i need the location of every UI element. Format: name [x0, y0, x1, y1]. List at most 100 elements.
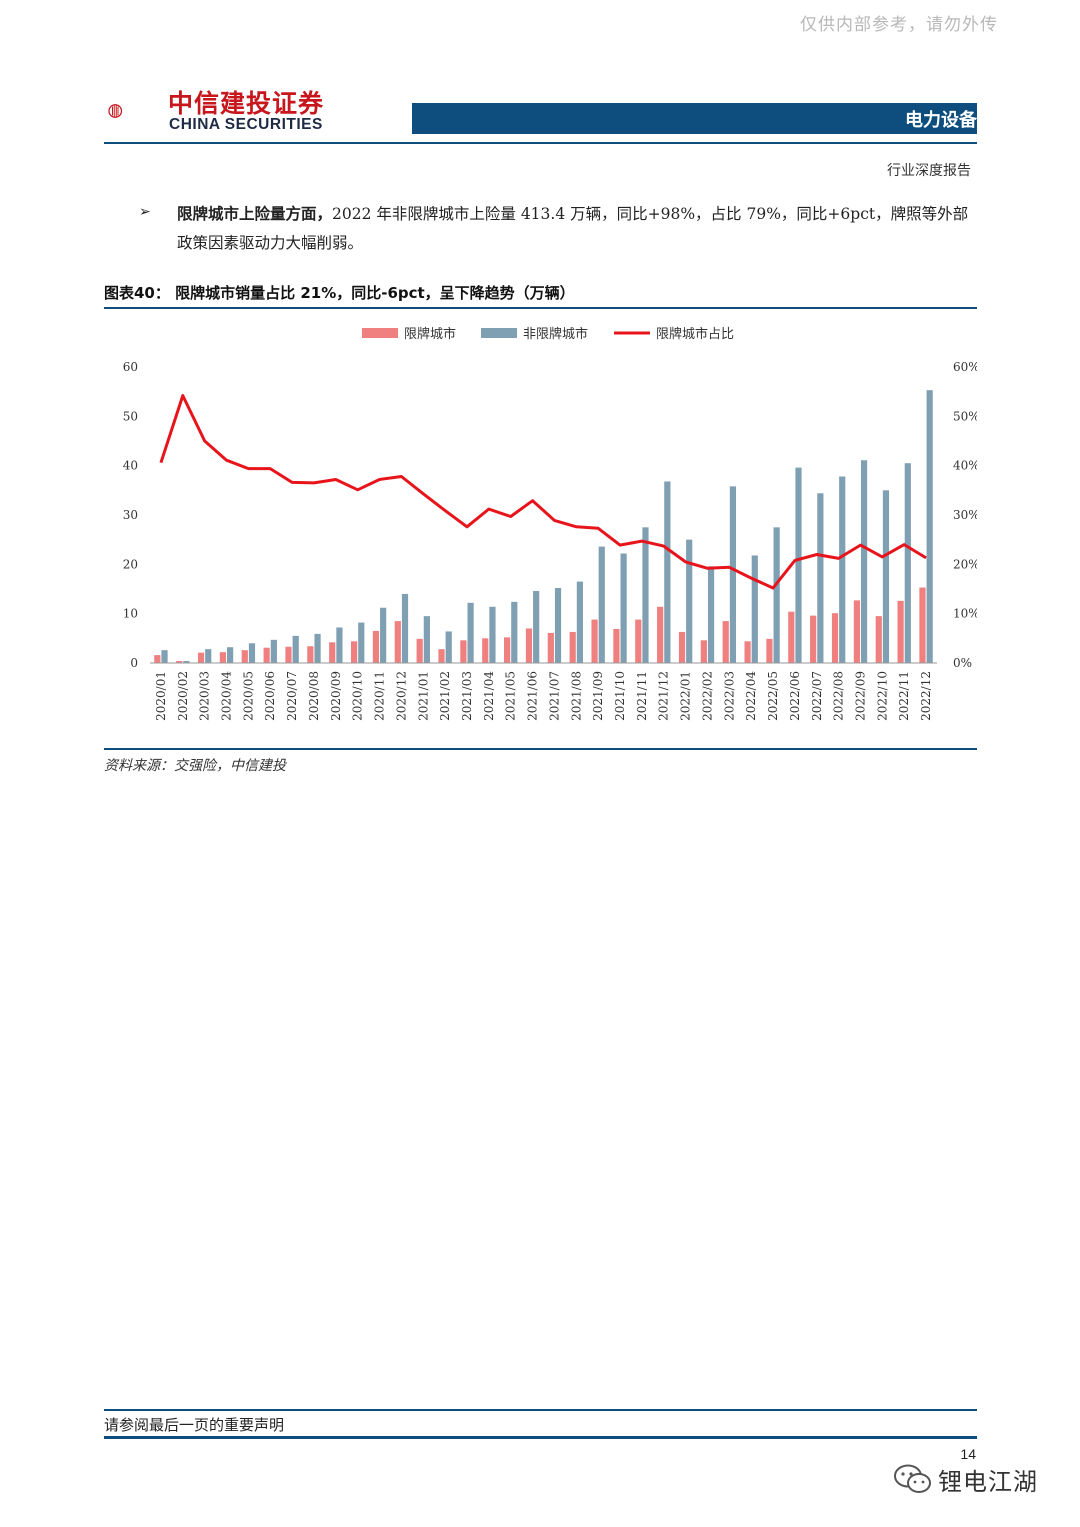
wechat-icon [894, 1464, 931, 1493]
company-name-en: CHINA SECURITIES [169, 116, 323, 133]
y-tick-label: 0 [130, 656, 138, 670]
x-tick-label: 2021/08 [569, 671, 583, 721]
y-tick-label: 10 [123, 607, 138, 621]
bar-restricted [897, 600, 904, 663]
x-tick-label: 2021/01 [416, 671, 430, 721]
bar-restricted [700, 640, 707, 663]
bar-unrestricted [773, 527, 780, 663]
x-tick-label: 2020/01 [154, 671, 168, 721]
bar-unrestricted [445, 631, 452, 663]
bar-unrestricted [926, 390, 933, 663]
bar-restricted [766, 638, 773, 663]
bar-unrestricted [882, 490, 890, 663]
bar-unrestricted [533, 590, 540, 663]
x-tick-label: 2022/09 [853, 671, 867, 721]
bar-restricted [875, 616, 882, 663]
source-rule [104, 748, 977, 750]
x-tick-label: 2022/01 [679, 671, 693, 721]
bar-unrestricted [904, 463, 911, 663]
bar-unrestricted [161, 650, 168, 663]
bar-restricted [591, 619, 598, 663]
x-tick-label: 2020/05 [241, 671, 255, 721]
bar-restricted [657, 606, 664, 663]
bar-unrestricted [620, 553, 627, 663]
line-restricted-share [159, 394, 927, 590]
bar-unrestricted [489, 606, 496, 663]
bar-restricted [438, 649, 445, 663]
bar-unrestricted [817, 493, 824, 663]
bar-unrestricted [314, 633, 321, 663]
bar-restricted [307, 646, 314, 663]
bullet-text: 2022 年非限牌城市上险量 413.4 万辆，同比+98%，占比 79%，同比… [177, 205, 969, 252]
x-tick-label: 2020/08 [307, 671, 321, 721]
bar-unrestricted [423, 616, 430, 663]
sector-label: 电力设备 [905, 110, 977, 131]
bar-unrestricted [664, 481, 671, 663]
bar-unrestricted [205, 649, 212, 663]
bar-restricted [919, 587, 926, 663]
x-tick-label: 2020/03 [198, 671, 212, 721]
footer-rule-thick [104, 1436, 977, 1439]
legend-label: 限牌城市占比 [656, 326, 734, 342]
bullet-arrow-icon: ➢ [139, 204, 151, 220]
header-rule [104, 142, 977, 144]
bar-unrestricted [336, 627, 343, 663]
x-tick-label: 2022/03 [722, 671, 736, 721]
bar-restricted [547, 632, 554, 663]
x-tick-label: 2020/12 [394, 671, 408, 721]
bar-unrestricted [576, 581, 583, 663]
x-tick-label: 2021/11 [635, 671, 649, 721]
wechat-account-name: 锂电江湖 [938, 1468, 1038, 1496]
x-tick-label: 2020/10 [351, 671, 365, 721]
x-tick-label: 2021/05 [504, 671, 518, 721]
x-tick-label: 2020/11 [373, 671, 387, 721]
legend-label: 限牌城市 [404, 326, 456, 342]
bar-restricted [744, 641, 751, 663]
y2-tick-label: 20% [953, 557, 977, 571]
figure-title: 图表40： 限牌城市销量占比 21%，同比-6pct，呈下降趋势（万辆） [104, 284, 575, 302]
x-tick-label: 2021/09 [591, 671, 605, 721]
bar-unrestricted [554, 588, 562, 663]
bar-restricted [263, 647, 270, 663]
bar-unrestricted [839, 476, 846, 663]
bar-restricted [635, 619, 642, 663]
x-tick-label: 2020/02 [176, 671, 190, 721]
x-tick-label: 2021/02 [438, 671, 452, 721]
x-tick-label: 2021/12 [657, 671, 671, 721]
bar-unrestricted [751, 555, 758, 663]
figure-source: 资料来源：交强险，中信建投 [104, 758, 286, 774]
y-axis-left: 0 10 20 30 40 50 60 [123, 360, 138, 670]
x-tick-label: 2022/11 [897, 671, 911, 721]
legend-label: 非限牌城市 [523, 326, 588, 342]
x-tick-label: 2020/06 [263, 671, 277, 721]
bar-restricted [285, 646, 292, 663]
bar-restricted [329, 642, 336, 663]
y2-tick-label: 30% [953, 508, 977, 522]
x-tick-label: 2021/03 [460, 671, 474, 721]
header-band [412, 103, 977, 134]
x-tick-label: 2021/06 [526, 671, 540, 721]
y-tick-label: 30 [123, 508, 138, 522]
bar-restricted [372, 630, 380, 663]
bar-restricted [154, 655, 161, 663]
x-axis: 2020/01 2020/02 2020/03 2020/04 2020/05 2020/… [150, 662, 937, 721]
y2-tick-label: 40% [953, 459, 977, 473]
y2-tick-label: 60% [953, 360, 977, 374]
y-tick-label: 40 [123, 459, 138, 473]
x-tick-label: 2022/04 [744, 671, 758, 721]
bar-unrestricted [248, 643, 256, 663]
bar-restricted [853, 600, 860, 663]
bar-restricted [176, 661, 183, 663]
disclaimer-link[interactable]: 请参阅最后一页的重要声明 [104, 1416, 285, 1434]
bar-unrestricted [227, 647, 234, 663]
x-tick-label: 2021/04 [482, 671, 496, 721]
y-tick-label: 50 [123, 409, 138, 423]
bar-unrestricted [183, 661, 190, 663]
bar-unrestricted [860, 460, 868, 663]
x-tick-label: 2020/09 [329, 671, 343, 721]
legend-swatch [481, 328, 517, 338]
x-tick-label: 2022/12 [919, 671, 933, 721]
bar-restricted [482, 638, 489, 663]
confidential-watermark: 仅供内部参考，请勿外传 [800, 15, 998, 35]
bar-unrestricted [642, 527, 649, 663]
